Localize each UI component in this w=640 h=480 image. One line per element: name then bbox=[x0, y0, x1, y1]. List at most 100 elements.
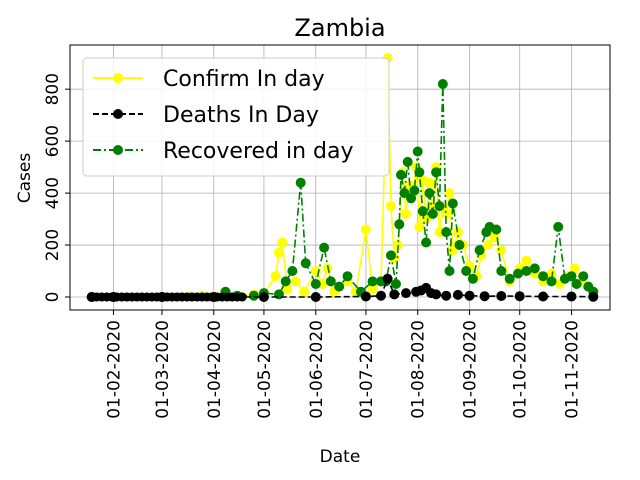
data-point bbox=[434, 201, 445, 212]
data-point bbox=[310, 292, 321, 302]
data-point bbox=[274, 247, 284, 258]
data-point bbox=[417, 206, 428, 217]
data-point bbox=[496, 245, 507, 256]
y-tick-label: 0 bbox=[43, 292, 63, 303]
x-axis: 01-02-2020 01-03-2020 01-04-2020 01-05-2020… bbox=[104, 310, 583, 419]
data-point bbox=[424, 177, 435, 188]
data-point bbox=[483, 240, 493, 250]
data-point bbox=[290, 276, 301, 287]
x-tick-label: 01-03-2020 bbox=[153, 320, 173, 419]
data-point bbox=[325, 276, 336, 287]
data-point bbox=[546, 276, 557, 287]
data-point bbox=[386, 250, 396, 261]
data-point bbox=[521, 266, 532, 276]
data-point bbox=[360, 291, 371, 302]
legend-marker bbox=[113, 73, 123, 83]
data-point bbox=[427, 208, 438, 219]
x-tick-label: 01-10-2020 bbox=[511, 320, 531, 419]
data-point bbox=[237, 292, 247, 302]
x-tick-label: 01-11-2020 bbox=[563, 320, 583, 419]
data-point bbox=[424, 188, 435, 199]
plot-frame bbox=[69, 44, 611, 311]
x-tick-label: 01-05-2020 bbox=[255, 320, 275, 419]
data-point bbox=[414, 221, 425, 232]
data-point bbox=[399, 188, 410, 199]
plot-area bbox=[86, 53, 599, 302]
data-point bbox=[258, 292, 269, 302]
data-point bbox=[447, 198, 458, 209]
data-point bbox=[401, 288, 411, 299]
data-point bbox=[538, 291, 549, 302]
data-point bbox=[310, 279, 321, 289]
x-tick-label: 01-02-2020 bbox=[104, 320, 124, 419]
data-point bbox=[431, 289, 442, 300]
data-point bbox=[367, 276, 378, 287]
data-point bbox=[452, 289, 463, 300]
data-point bbox=[248, 290, 259, 301]
y-tick-label: 600 bbox=[43, 125, 63, 157]
data-point bbox=[295, 177, 306, 188]
data-point bbox=[299, 286, 310, 297]
data-point bbox=[409, 185, 420, 196]
data-point bbox=[280, 276, 291, 287]
data-point bbox=[538, 271, 549, 282]
legend: Confirm In day Deaths In Day Recovered in … bbox=[82, 57, 390, 177]
data-point bbox=[454, 240, 465, 250]
y-tick-label: 400 bbox=[43, 177, 63, 209]
data-point bbox=[441, 290, 452, 301]
data-point bbox=[386, 201, 396, 212]
data-point bbox=[479, 291, 490, 302]
x-tick-label: 01-06-2020 bbox=[307, 320, 327, 419]
data-point bbox=[394, 219, 405, 230]
data-point bbox=[396, 169, 406, 180]
data-point bbox=[402, 156, 413, 167]
data-point bbox=[464, 290, 475, 301]
data-point bbox=[444, 188, 455, 199]
data-point bbox=[566, 271, 577, 282]
legend-marker bbox=[113, 109, 123, 119]
x-tick-label: 01-04-2020 bbox=[205, 320, 225, 419]
data-point bbox=[496, 266, 507, 276]
data-point bbox=[504, 273, 515, 284]
data-point bbox=[444, 266, 455, 276]
data-point bbox=[437, 79, 448, 89]
data-point bbox=[529, 263, 540, 274]
data-point bbox=[521, 255, 532, 266]
x-tick-label: 01-07-2020 bbox=[357, 320, 377, 419]
data-point bbox=[287, 266, 298, 276]
data-point bbox=[431, 167, 442, 178]
chart-title: Zambia bbox=[294, 14, 385, 42]
legend-marker bbox=[113, 145, 123, 155]
data-point bbox=[421, 237, 432, 248]
data-point bbox=[360, 224, 371, 235]
data-point bbox=[566, 291, 577, 302]
data-point bbox=[391, 279, 401, 289]
legend-label: Deaths In Day bbox=[163, 103, 319, 128]
data-point bbox=[588, 291, 599, 302]
x-tick-label: 01-08-2020 bbox=[409, 320, 429, 419]
y-axis: 0 200 400 600 800 bbox=[43, 73, 70, 302]
data-point bbox=[513, 268, 523, 279]
data-point bbox=[514, 291, 525, 302]
data-point bbox=[414, 167, 425, 178]
data-point bbox=[300, 258, 311, 269]
x-axis-label: Date bbox=[320, 447, 361, 467]
data-point bbox=[382, 273, 393, 284]
data-point bbox=[571, 279, 582, 289]
legend-label: Confirm In day bbox=[163, 67, 325, 92]
data-point bbox=[578, 271, 589, 282]
y-tick-label: 800 bbox=[43, 73, 63, 105]
data-point bbox=[401, 208, 411, 219]
data-point bbox=[270, 271, 281, 282]
data-point bbox=[342, 271, 353, 282]
y-axis-label: Cases bbox=[15, 153, 35, 204]
data-point bbox=[491, 224, 502, 235]
series-1 bbox=[86, 273, 599, 302]
data-point bbox=[412, 146, 423, 157]
baseline-markers bbox=[87, 292, 247, 302]
data-point bbox=[467, 273, 478, 284]
data-point bbox=[334, 281, 345, 292]
data-point bbox=[461, 266, 472, 276]
data-point bbox=[319, 242, 330, 253]
